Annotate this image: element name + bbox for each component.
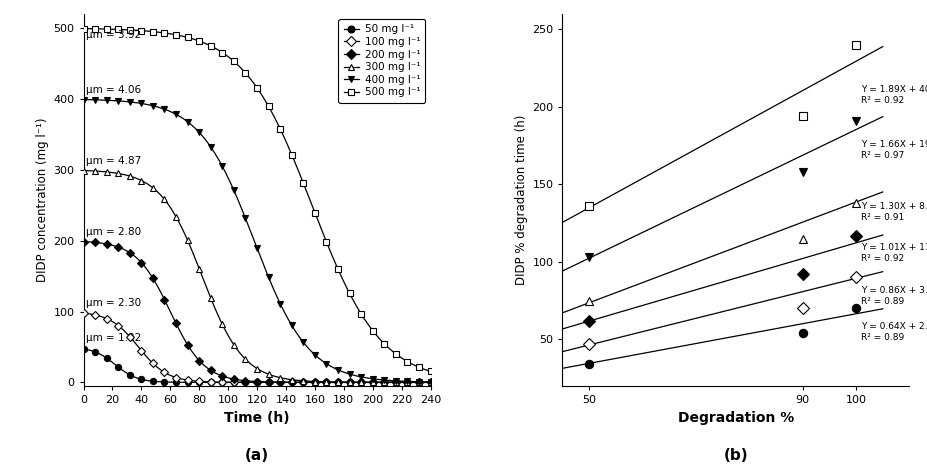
Text: Y = 0.86X + 3.43
R² = 0.89: Y = 0.86X + 3.43 R² = 0.89 [860, 286, 927, 306]
Text: (a): (a) [245, 448, 269, 463]
Text: (b): (b) [723, 448, 747, 463]
X-axis label: Degradation %: Degradation % [677, 411, 794, 425]
Text: μm = 3.92: μm = 3.92 [86, 30, 142, 40]
Text: Y = 1.30X + 8.67
R² = 0.91: Y = 1.30X + 8.67 R² = 0.91 [860, 202, 927, 222]
Text: μm = 2.80: μm = 2.80 [86, 227, 142, 237]
Text: Y = 1.89X + 40.48
R² = 0.92: Y = 1.89X + 40.48 R² = 0.92 [860, 85, 927, 105]
Text: Y = 1.01X + 11.33
R² = 0.92: Y = 1.01X + 11.33 R² = 0.92 [860, 243, 927, 263]
Y-axis label: DIDP % degradation time (h): DIDP % degradation time (h) [514, 115, 527, 285]
Text: Y = 1.66X + 19.43
R² = 0.97: Y = 1.66X + 19.43 R² = 0.97 [860, 140, 927, 160]
Text: Y = 0.64X + 2.57
R² = 0.89: Y = 0.64X + 2.57 R² = 0.89 [860, 322, 927, 342]
X-axis label: Time (h): Time (h) [224, 411, 289, 425]
Text: μm = 4.06: μm = 4.06 [86, 86, 142, 95]
Text: μm = 2.30: μm = 2.30 [86, 298, 142, 308]
Text: μm = 1.32: μm = 1.32 [86, 333, 142, 344]
Legend: 50 mg l⁻¹, 100 mg l⁻¹, 200 mg l⁻¹, 300 mg l⁻¹, 400 mg l⁻¹, 500 mg l⁻¹: 50 mg l⁻¹, 100 mg l⁻¹, 200 mg l⁻¹, 300 m… [338, 19, 425, 103]
Text: μm = 4.87: μm = 4.87 [86, 156, 142, 166]
Y-axis label: DIDP concentration (mg l⁻¹): DIDP concentration (mg l⁻¹) [36, 118, 49, 282]
